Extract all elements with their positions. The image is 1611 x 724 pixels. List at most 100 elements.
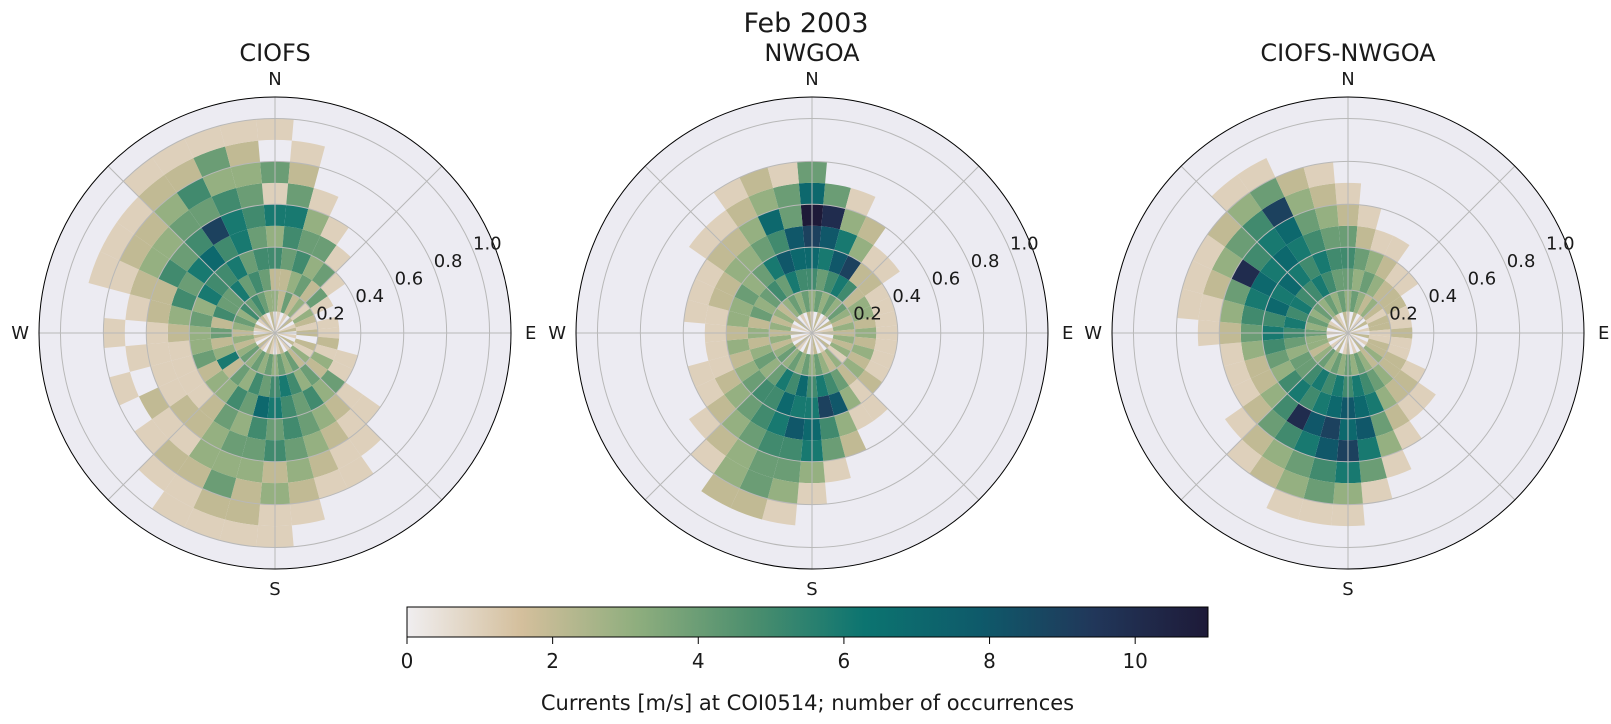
rose-bar-290-4 xyxy=(1244,287,1271,311)
rose-bar-10-4 xyxy=(282,226,303,251)
rose-bar-220-2 xyxy=(766,363,788,386)
rose-bar-220-6 xyxy=(1241,424,1275,457)
rose-bar-10-7 xyxy=(288,162,320,188)
rose-bar-260-2 xyxy=(747,336,771,350)
rose-bar-350-0 xyxy=(269,311,275,333)
rose-bar-30-5 xyxy=(857,216,886,246)
rose-bar-350-5 xyxy=(778,204,803,230)
rose-bar-280-7 xyxy=(1177,288,1203,320)
rose-bar-150-3 xyxy=(839,385,862,411)
rose-bar-250-1 xyxy=(233,338,256,352)
rose-bar-230-5 xyxy=(1242,394,1273,425)
rose-bar-280-1 xyxy=(1305,321,1328,332)
rose-bar-190-8 xyxy=(1298,498,1334,526)
rose-bar-40-4 xyxy=(324,245,351,273)
rose-bar-280-5 xyxy=(1219,299,1245,324)
rose-bar-60-1 xyxy=(1365,308,1387,324)
panel-title: CIOFS xyxy=(239,39,310,67)
angular-gridline-225 xyxy=(644,332,813,501)
radial-tick-label: 1.0 xyxy=(1010,234,1039,255)
rose-bar-320-5 xyxy=(1256,227,1287,258)
rose-bar-290-0 xyxy=(254,323,275,333)
polar-frame xyxy=(1111,96,1585,570)
rose-bar-70-1 xyxy=(294,314,317,328)
compass-label-w: W xyxy=(11,323,29,344)
rose-bar-220-6 xyxy=(168,424,202,457)
rose-bar-340-5 xyxy=(757,208,785,236)
rose-bar-330-3 xyxy=(762,255,785,281)
rose-bar-350-1 xyxy=(1336,290,1347,313)
rose-bar-150-1 xyxy=(1357,350,1373,372)
rose-bar-40-1 xyxy=(287,297,306,318)
rose-bar-310-1 xyxy=(239,302,260,321)
rose-bar-10-4 xyxy=(819,226,840,251)
rose-bar-320-2 xyxy=(1302,280,1324,303)
rose-bar-260-3 xyxy=(189,338,213,356)
rose-bar-130-3 xyxy=(1393,369,1419,394)
rose-bar-330-2 xyxy=(775,274,794,298)
rose-bar-10-5 xyxy=(821,204,846,230)
rose-bar-240-3 xyxy=(1270,360,1296,383)
rose-bar-40-1 xyxy=(1360,297,1379,318)
rose-bar-20-2 xyxy=(286,270,303,295)
rose-bar-220-3 xyxy=(1287,378,1312,404)
rose-bar-140-3 xyxy=(311,378,336,404)
rose-bar-100-1 xyxy=(1368,334,1391,345)
angular-gridline-225 xyxy=(107,332,276,501)
rose-bar-250-7 xyxy=(109,371,139,406)
rose-bar-190-9 xyxy=(219,519,259,547)
rose-bar-310-2 xyxy=(1295,287,1318,309)
rose-bar-280-5 xyxy=(146,299,172,324)
rose-bar-210-3 xyxy=(1298,385,1321,411)
rose-bar-330-1 xyxy=(787,294,803,316)
rose-bar-250-0 xyxy=(1327,333,1348,343)
rose-bar-10-6 xyxy=(823,183,851,209)
rose-bar-50-2 xyxy=(842,287,865,309)
rose-bar-330-8 xyxy=(164,158,203,193)
rose-bar-350-7 xyxy=(230,162,262,188)
compass-label-e: E xyxy=(1062,323,1073,344)
rose-bar-280-5 xyxy=(683,299,709,324)
polar-grid xyxy=(39,97,511,569)
rose-bar-310-6 xyxy=(1224,226,1257,260)
rose-bar-210-4 xyxy=(213,403,239,431)
rose-bar-190-7 xyxy=(1303,478,1335,504)
angular-gridline-315 xyxy=(107,165,276,334)
rose-bar-130-1 xyxy=(827,345,848,364)
rose-bar-310-3 xyxy=(204,272,230,297)
rose-bar-130-2 xyxy=(305,357,328,379)
rose-bar-340-4 xyxy=(1302,229,1326,256)
rose-bar-280-3 xyxy=(726,310,750,328)
rose-bar-190-1 xyxy=(1336,353,1347,376)
angular-gridline-45 xyxy=(811,165,980,334)
rose-bar-230-1 xyxy=(776,345,797,364)
rose-bar-170-3 xyxy=(817,395,835,419)
rose-bar-10-3 xyxy=(817,247,835,271)
rose-bar-320-9 xyxy=(123,157,165,197)
rose-bar-290-5 xyxy=(1223,278,1251,306)
rose-bar-280-2 xyxy=(210,316,234,330)
rose-bar-240-5 xyxy=(1231,378,1261,407)
rose-bar-170-2 xyxy=(278,374,292,398)
rose-bar-350-5 xyxy=(1314,204,1339,230)
rose-bar-350-3 xyxy=(1325,247,1343,271)
rose-bar-310-5 xyxy=(706,241,737,272)
rose-bar-350-1 xyxy=(800,290,811,313)
rose-bar-250-2 xyxy=(749,344,774,361)
rose-bar-170-2 xyxy=(815,374,829,398)
rose-bar-220-6 xyxy=(705,424,739,457)
rose-bar-20-1 xyxy=(817,291,831,314)
rose-bar-20-3 xyxy=(291,250,312,275)
rose-bar-290-2 xyxy=(212,305,237,322)
rose-bar-100-2 xyxy=(316,336,340,350)
rose-bar-300-0 xyxy=(1328,320,1348,333)
rose-bar-100-1 xyxy=(832,334,855,345)
rose-bar-300-3 xyxy=(197,283,223,306)
rose-bar-350-9 xyxy=(219,119,259,147)
rose-bar-300-8 xyxy=(100,222,135,261)
rose-bar-30-1 xyxy=(284,294,300,316)
rose-bar-260-5 xyxy=(1219,342,1245,367)
rose-bar-140-1 xyxy=(1360,348,1379,369)
rose-bar-150-1 xyxy=(821,350,837,372)
rose-bar-150-5 xyxy=(1393,420,1422,450)
